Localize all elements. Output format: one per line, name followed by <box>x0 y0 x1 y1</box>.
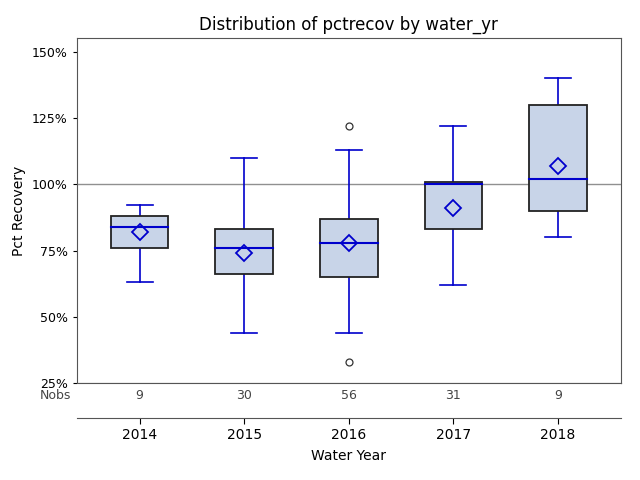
Title: Distribution of pctrecov by water_yr: Distribution of pctrecov by water_yr <box>200 16 498 35</box>
Text: 9: 9 <box>136 389 143 402</box>
Text: Nobs: Nobs <box>40 389 72 402</box>
FancyBboxPatch shape <box>320 219 378 277</box>
Y-axis label: Pct Recovery: Pct Recovery <box>12 166 26 256</box>
Text: 9: 9 <box>554 389 562 402</box>
Text: 31: 31 <box>445 389 461 402</box>
Text: 56: 56 <box>341 389 356 402</box>
FancyBboxPatch shape <box>425 181 482 229</box>
FancyBboxPatch shape <box>529 105 587 211</box>
FancyBboxPatch shape <box>111 216 168 248</box>
FancyBboxPatch shape <box>216 229 273 275</box>
X-axis label: Water Year: Water Year <box>311 449 387 463</box>
Text: 30: 30 <box>236 389 252 402</box>
